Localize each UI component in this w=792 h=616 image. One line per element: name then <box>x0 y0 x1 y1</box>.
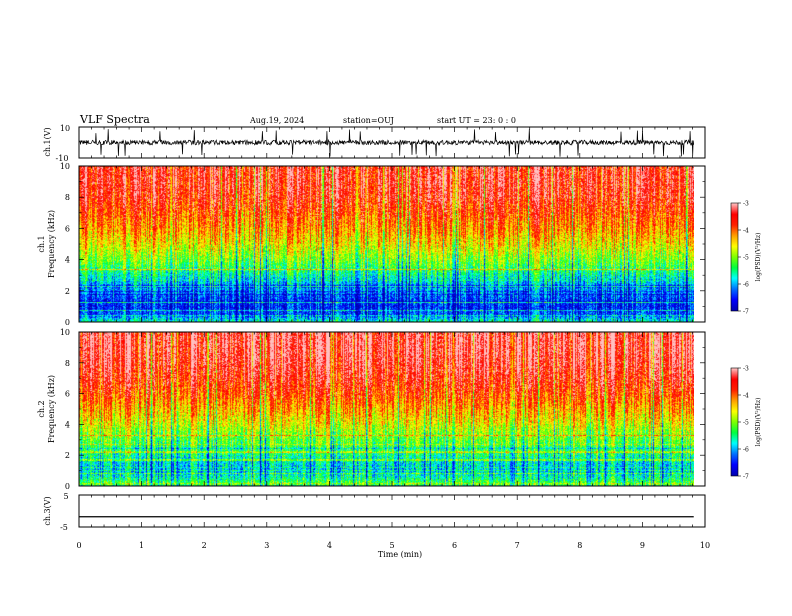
ch2-spectrogram-channel-label: ch.2 <box>37 400 46 417</box>
colorbar-tick-label: -5 <box>743 255 749 262</box>
frequency-tick-label: 4 <box>65 420 70 429</box>
ch2-spectrogram-xticks <box>78 332 706 486</box>
ch3-waveform-ylabel: ch.3(V) <box>43 496 52 525</box>
frequency-tick-label: 2 <box>65 451 70 460</box>
ch2-spectrogram-heatmap <box>79 332 694 486</box>
colorbar-tick-label: -5 <box>743 420 749 427</box>
ch2-colorbar <box>731 368 738 476</box>
time-tick-label: 9 <box>640 541 645 550</box>
frequency-tick-label: 8 <box>65 193 70 202</box>
start-time-label: start UT = 23: 0 : 0 <box>437 116 516 125</box>
panel-ch3-waveform: 5 -5 ch.3(V) <box>43 492 706 532</box>
frequency-tick-label: 10 <box>60 328 70 337</box>
frequency-tick-label: 6 <box>65 224 70 233</box>
ch1-colorbar <box>731 203 738 311</box>
panel-ch1-waveform: 10 -10 ch.1(V) <box>43 124 706 163</box>
colorbar-tick-label: -3 <box>743 201 749 208</box>
frequency-tick-label: 0 <box>65 318 70 327</box>
ch1-spectrogram-yticks: 0 2 4 6 8 10 <box>60 162 705 327</box>
ch1-spectrogram-heatmap <box>79 166 694 322</box>
time-tick-label: 6 <box>452 541 457 550</box>
colorbar-tick-label: -3 <box>743 366 749 373</box>
time-tick-label: 7 <box>515 541 520 550</box>
ch1-ytick-bottom: -10 <box>56 154 69 163</box>
time-tick-label: 3 <box>264 541 269 550</box>
frequency-tick-label: 6 <box>65 390 70 399</box>
ch3-waveform-xticks <box>78 495 706 527</box>
time-tick-label: 10 <box>700 541 710 550</box>
colorbar-tick-label: -7 <box>743 474 749 481</box>
time-axis-label: Time (min) <box>378 550 422 559</box>
time-tick-label: 2 <box>202 541 207 550</box>
frequency-tick-label: 2 <box>65 287 70 296</box>
frequency-tick-label: 0 <box>65 482 70 491</box>
station-label: station=OUJ <box>343 116 394 125</box>
frequency-tick-label: 10 <box>60 162 70 171</box>
ch2-colorbar-label: log(PSD)(V²/Hz) <box>755 398 762 447</box>
ch1-waveform-xticks <box>78 127 706 158</box>
colorbar-tick-label: -6 <box>743 447 749 454</box>
time-tick-label: 5 <box>389 541 394 550</box>
ch1-colorbar-ticks: -3 -4 -5 -6 -7 <box>738 201 749 316</box>
time-tick-label: 0 <box>76 541 81 550</box>
ch1-spectrogram-channel-label: ch.1 <box>37 235 46 252</box>
ch1-spectrogram-channel: ch.1 <box>37 235 46 252</box>
frequency-tick-label: 8 <box>65 359 70 368</box>
ch2-colorbar-ticks: -3 -4 -5 -6 -7 <box>738 366 749 481</box>
ch1-ytick-top: 10 <box>60 124 70 133</box>
colorbar-tick-label: -6 <box>743 282 749 289</box>
date-label: Aug.19, 2024 <box>249 116 304 125</box>
frequency-tick-label: 4 <box>65 256 70 265</box>
ch3-ytick-bottom: -5 <box>60 523 68 532</box>
ch1-waveform-line <box>78 129 695 157</box>
ch3-ytick-top: 5 <box>63 492 68 501</box>
figure-title: VLF Spectra <box>79 113 150 126</box>
ch1-spectrogram-xticks <box>78 166 706 322</box>
colorbar-tick-label: -7 <box>743 309 749 316</box>
colorbar-tick-label: -4 <box>743 228 749 235</box>
ch2-spectrogram-ylabel: Frequency (kHz) <box>47 375 56 443</box>
colorbar-tick-label: -4 <box>743 393 749 400</box>
ch1-waveform-ylabel: ch.1(V) <box>43 127 52 156</box>
time-tick-label: 4 <box>327 541 332 550</box>
time-axis-ticklabels: 0 1 2 3 4 5 6 7 8 9 10 <box>76 541 710 550</box>
ch1-colorbar-label: log(PSD)(V²/Hz) <box>755 233 762 282</box>
time-tick-label: 8 <box>577 541 582 550</box>
ch1-spectrogram-ylabel: Frequency (kHz) <box>47 210 56 278</box>
ch2-spectrogram-yticks: 0 2 4 6 8 10 <box>60 328 705 491</box>
time-tick-label: 1 <box>139 541 144 550</box>
